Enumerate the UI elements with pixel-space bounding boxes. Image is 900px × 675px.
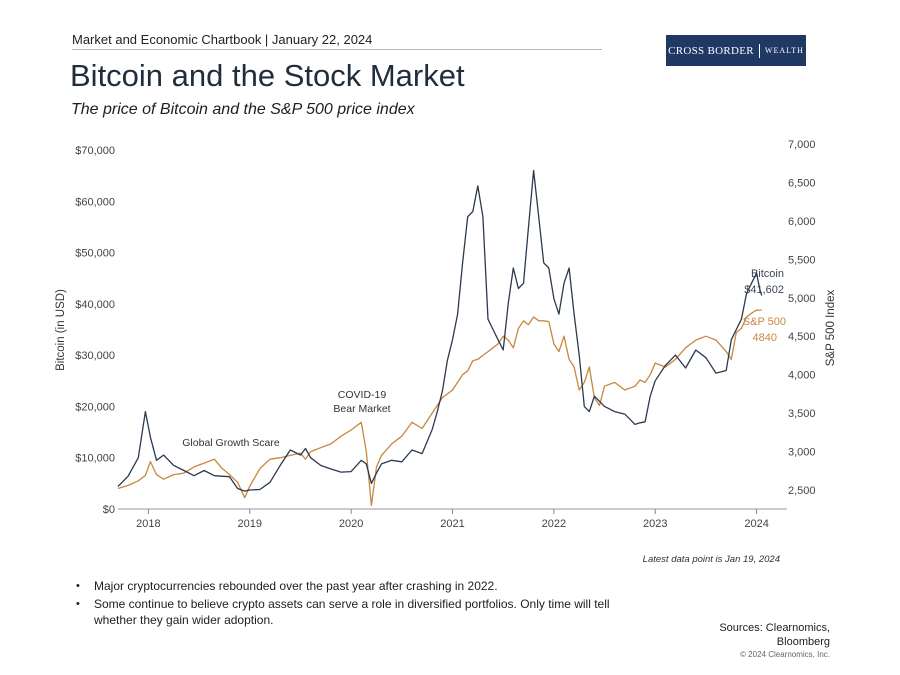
sources-line1: Sources: Clearnomics, [719, 622, 830, 634]
label-bitcoin-value: $41,602 [744, 284, 784, 296]
bullet-text: Some continue to believe crypto assets c… [94, 597, 610, 627]
x-tick-label: 2021 [440, 518, 464, 530]
sources-line2: Bloomberg [776, 636, 830, 648]
bullet-dot: • [76, 598, 80, 610]
company-logo: CROSS BORDER WEALTH [666, 35, 806, 66]
x-tick-label: 2020 [339, 518, 363, 530]
y2-tick-label: 5,000 [788, 293, 816, 305]
y-tick-label: $10,000 [75, 453, 115, 465]
chartbook-header: Market and Economic Chartbook | January … [72, 32, 373, 47]
copyright: © 2024 Clearnomics, Inc. [740, 650, 830, 659]
x-axis-ticks: 2018 2019 2020 2021 2022 2023 2024 [136, 509, 769, 530]
y-tick-label: $60,000 [75, 196, 115, 208]
bullet-item: • Major cryptocurrencies rebounded over … [76, 578, 636, 594]
y-tick-label: $30,000 [75, 350, 115, 362]
y2-tick-label: 3,500 [788, 408, 816, 420]
y2-tick-label: 6,000 [788, 216, 816, 228]
y2-tick-label: 7,000 [788, 139, 816, 151]
x-tick-label: 2022 [542, 518, 566, 530]
y-tick-label: $40,000 [75, 299, 115, 311]
series-line-sp500 [117, 309, 762, 507]
right-axis-ticks: 2,500 3,000 3,500 4,000 4,500 5,000 5,500 6,000… [788, 139, 816, 497]
y2-tick-label: 6,500 [788, 177, 816, 189]
left-axis-title: Bitcoin (in USD) [55, 289, 67, 371]
page-subtitle: The price of Bitcoin and the S&P 500 pri… [71, 101, 415, 118]
series-lines [117, 169, 763, 507]
x-tick-label: 2023 [643, 518, 667, 530]
label-sp500-value: 4840 [753, 332, 777, 344]
logo-separator [758, 43, 760, 58]
header-divider [72, 49, 602, 50]
bullet-list: • Major cryptocurrencies rebounded over … [76, 578, 636, 630]
x-tick-label: 2024 [744, 518, 768, 530]
annotation-global-growth-scare: Global Growth Scare [182, 437, 280, 449]
bullet-text: Major cryptocurrencies rebounded over th… [94, 579, 498, 593]
y-tick-label: $20,000 [75, 401, 115, 413]
logo-right-text: WEALTH [764, 46, 804, 55]
y2-tick-label: 3,000 [788, 447, 816, 459]
y-tick-label: $70,000 [75, 145, 115, 157]
y-tick-label: $0 [103, 504, 115, 516]
left-axis-ticks: $0 $10,000 $20,000 $30,000 $40,000 $50,000 $60… [75, 145, 115, 516]
sources: Sources: Clearnomics, Bloomberg [640, 621, 830, 649]
page-title: Bitcoin and the Stock Market [70, 58, 465, 93]
y2-tick-label: 5,500 [788, 254, 816, 266]
annotation-covid-line1: COVID-19 [338, 389, 387, 401]
x-tick-label: 2018 [136, 518, 160, 530]
latest-data-note: Latest data point is Jan 19, 2024 [642, 554, 780, 565]
series-line-bitcoin [117, 169, 763, 492]
logo-left-text: CROSS BORDER [668, 44, 754, 57]
bullet-dot: • [76, 580, 80, 592]
y-tick-label: $50,000 [75, 248, 115, 260]
y2-tick-label: 4,500 [788, 331, 816, 343]
label-bitcoin-name: Bitcoin [751, 268, 784, 280]
right-axis-title: S&P 500 Index [825, 289, 837, 366]
annotation-covid-line2: Bear Market [333, 403, 390, 415]
y2-tick-label: 2,500 [788, 485, 816, 497]
label-sp500-name: S&P 500 [743, 316, 786, 328]
x-tick-label: 2019 [238, 518, 262, 530]
y2-tick-label: 4,000 [788, 370, 816, 382]
bullet-item: • Some continue to believe crypto assets… [76, 596, 636, 628]
